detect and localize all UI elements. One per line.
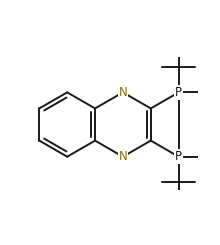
Text: P: P — [175, 86, 182, 99]
Text: N: N — [119, 150, 127, 163]
Text: P: P — [175, 150, 182, 163]
Text: N: N — [119, 86, 127, 99]
